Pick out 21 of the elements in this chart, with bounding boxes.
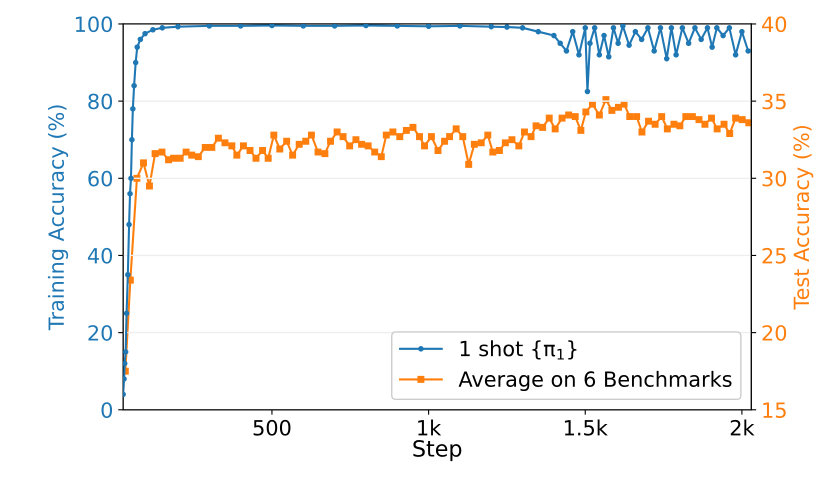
y2-tick-label: 25: [762, 248, 786, 264]
y2-tick-label: 35: [762, 94, 786, 110]
x-tick-label: 2k: [730, 420, 754, 436]
y2-tick-label: 20: [762, 325, 786, 341]
y-axis-title: Training Accuracy (%): [48, 105, 68, 330]
y-tick-label: 0: [102, 402, 112, 418]
x-axis-title: Step: [413, 440, 462, 462]
legend-label: 1 shot {π$_{1}$}: [460, 340, 576, 360]
y2-tick-label: 40: [762, 16, 786, 32]
y-tick-label: 40: [88, 248, 112, 264]
x-tick-label: 500: [254, 420, 290, 436]
x-tick-label: 1k: [418, 420, 442, 436]
y-tick-label: 20: [88, 325, 112, 341]
y2-tick-label: 15: [763, 402, 786, 418]
x-tick-label: 1.5k: [564, 420, 608, 436]
y-tick-label: 80: [88, 94, 112, 110]
legend-label: Average on 6 Benchmarks: [458, 370, 732, 392]
y-tick-label: 60: [88, 170, 112, 186]
y-tick-label: 100: [76, 16, 112, 32]
y2-axis-title: Test Accuracy (%): [793, 126, 814, 310]
y2-tick-label: 30: [762, 170, 786, 186]
